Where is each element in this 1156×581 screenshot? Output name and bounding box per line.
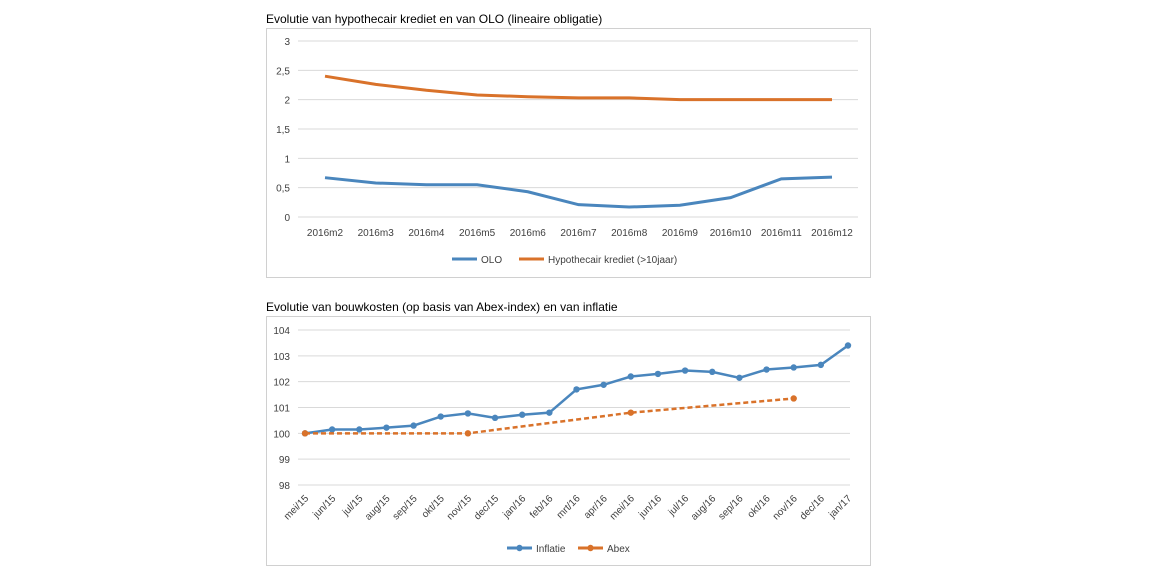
x-tick-label: 2016m7 (560, 228, 597, 239)
chart1-frame (266, 28, 871, 278)
data-point (464, 410, 472, 417)
legend-label: OLO (481, 255, 502, 266)
x-tick-label: 2016m11 (761, 228, 802, 239)
y-tick-label: 3 (284, 37, 290, 48)
series-line-olo (324, 175, 833, 209)
x-tick-label: sep/15 (391, 493, 420, 522)
x-tick-label: feb/16 (528, 493, 556, 521)
data-point (681, 367, 689, 374)
x-tick-label: mrt/16 (555, 493, 583, 521)
data-point (627, 409, 634, 416)
y-tick-label: 2 (284, 96, 290, 107)
y-tick-label: 1,5 (276, 125, 290, 136)
x-tick-label: 2016m4 (408, 228, 445, 239)
x-tick-label: 2016m6 (510, 228, 547, 239)
x-tick-label: 2016m5 (459, 228, 496, 239)
data-point (491, 414, 499, 422)
data-point (790, 395, 797, 402)
data-point (709, 368, 716, 376)
data-point (356, 426, 363, 433)
data-point (600, 381, 607, 388)
x-tick-label: apr/16 (582, 493, 610, 521)
y-tick-label: 102 (273, 378, 290, 389)
chart1-title: Evolutie van hypothecair krediet en van … (266, 12, 603, 26)
x-tick-label: dec/15 (472, 493, 501, 522)
x-tick-label: jun/15 (311, 493, 339, 521)
y-tick-label: 1 (284, 154, 290, 165)
legend-marker (516, 544, 523, 552)
legend-label: Inflatie (536, 544, 566, 555)
data-point (437, 413, 444, 420)
chart2-frame (266, 316, 871, 566)
x-tick-label: 2016m2 (307, 228, 344, 239)
y-tick-label: 0 (284, 213, 290, 224)
data-point (383, 424, 390, 431)
y-tick-label: 103 (273, 352, 290, 363)
data-point (654, 370, 662, 378)
series-line-hypothecair (324, 74, 832, 102)
y-tick-label: 99 (279, 455, 291, 466)
x-tick-label: aug/15 (363, 493, 393, 523)
data-point (301, 430, 309, 437)
x-tick-label: 2016m8 (611, 228, 648, 239)
y-tick-label: 104 (273, 326, 290, 337)
x-tick-label: mei/16 (608, 493, 637, 522)
data-point (627, 373, 634, 380)
x-tick-label: jan/16 (501, 493, 529, 521)
x-tick-label: 2016m12 (811, 228, 853, 239)
y-tick-label: 98 (279, 481, 291, 492)
y-tick-label: 2,5 (276, 66, 290, 77)
data-point (763, 366, 770, 373)
x-tick-label: jan/17 (826, 493, 854, 521)
y-tick-label: 101 (273, 404, 290, 415)
x-tick-label: mei/15 (282, 493, 311, 522)
data-point (519, 411, 526, 418)
data-point (410, 422, 417, 429)
x-tick-label: sep/16 (717, 493, 746, 522)
data-point (844, 342, 852, 349)
data-point (328, 426, 336, 433)
data-point (790, 364, 797, 371)
chart2-title: Evolutie van bouwkosten (op basis van Ab… (266, 300, 618, 314)
x-tick-label: aug/16 (689, 493, 719, 523)
data-point (817, 361, 825, 369)
data-point (573, 386, 580, 393)
x-tick-label: dec/16 (798, 493, 827, 522)
x-tick-label: okt/15 (420, 493, 447, 520)
y-tick-label: 100 (273, 429, 290, 440)
x-tick-label: 2016m10 (710, 228, 752, 239)
x-tick-label: jun/16 (636, 493, 664, 521)
x-tick-label: 2016m3 (358, 228, 395, 239)
legend-label: Hypothecair krediet (>10jaar) (548, 255, 677, 266)
y-tick-label: 0,5 (276, 184, 290, 195)
x-tick-label: okt/16 (746, 493, 773, 520)
x-tick-label: 2016m9 (662, 228, 699, 239)
x-tick-label: nov/16 (771, 493, 800, 522)
legend-label: Abex (607, 544, 630, 555)
legend-marker (587, 544, 594, 552)
x-tick-label: nov/15 (445, 493, 474, 522)
data-point (464, 430, 472, 437)
data-point (546, 409, 553, 416)
data-point (736, 374, 743, 381)
series-line-abex (305, 397, 794, 435)
